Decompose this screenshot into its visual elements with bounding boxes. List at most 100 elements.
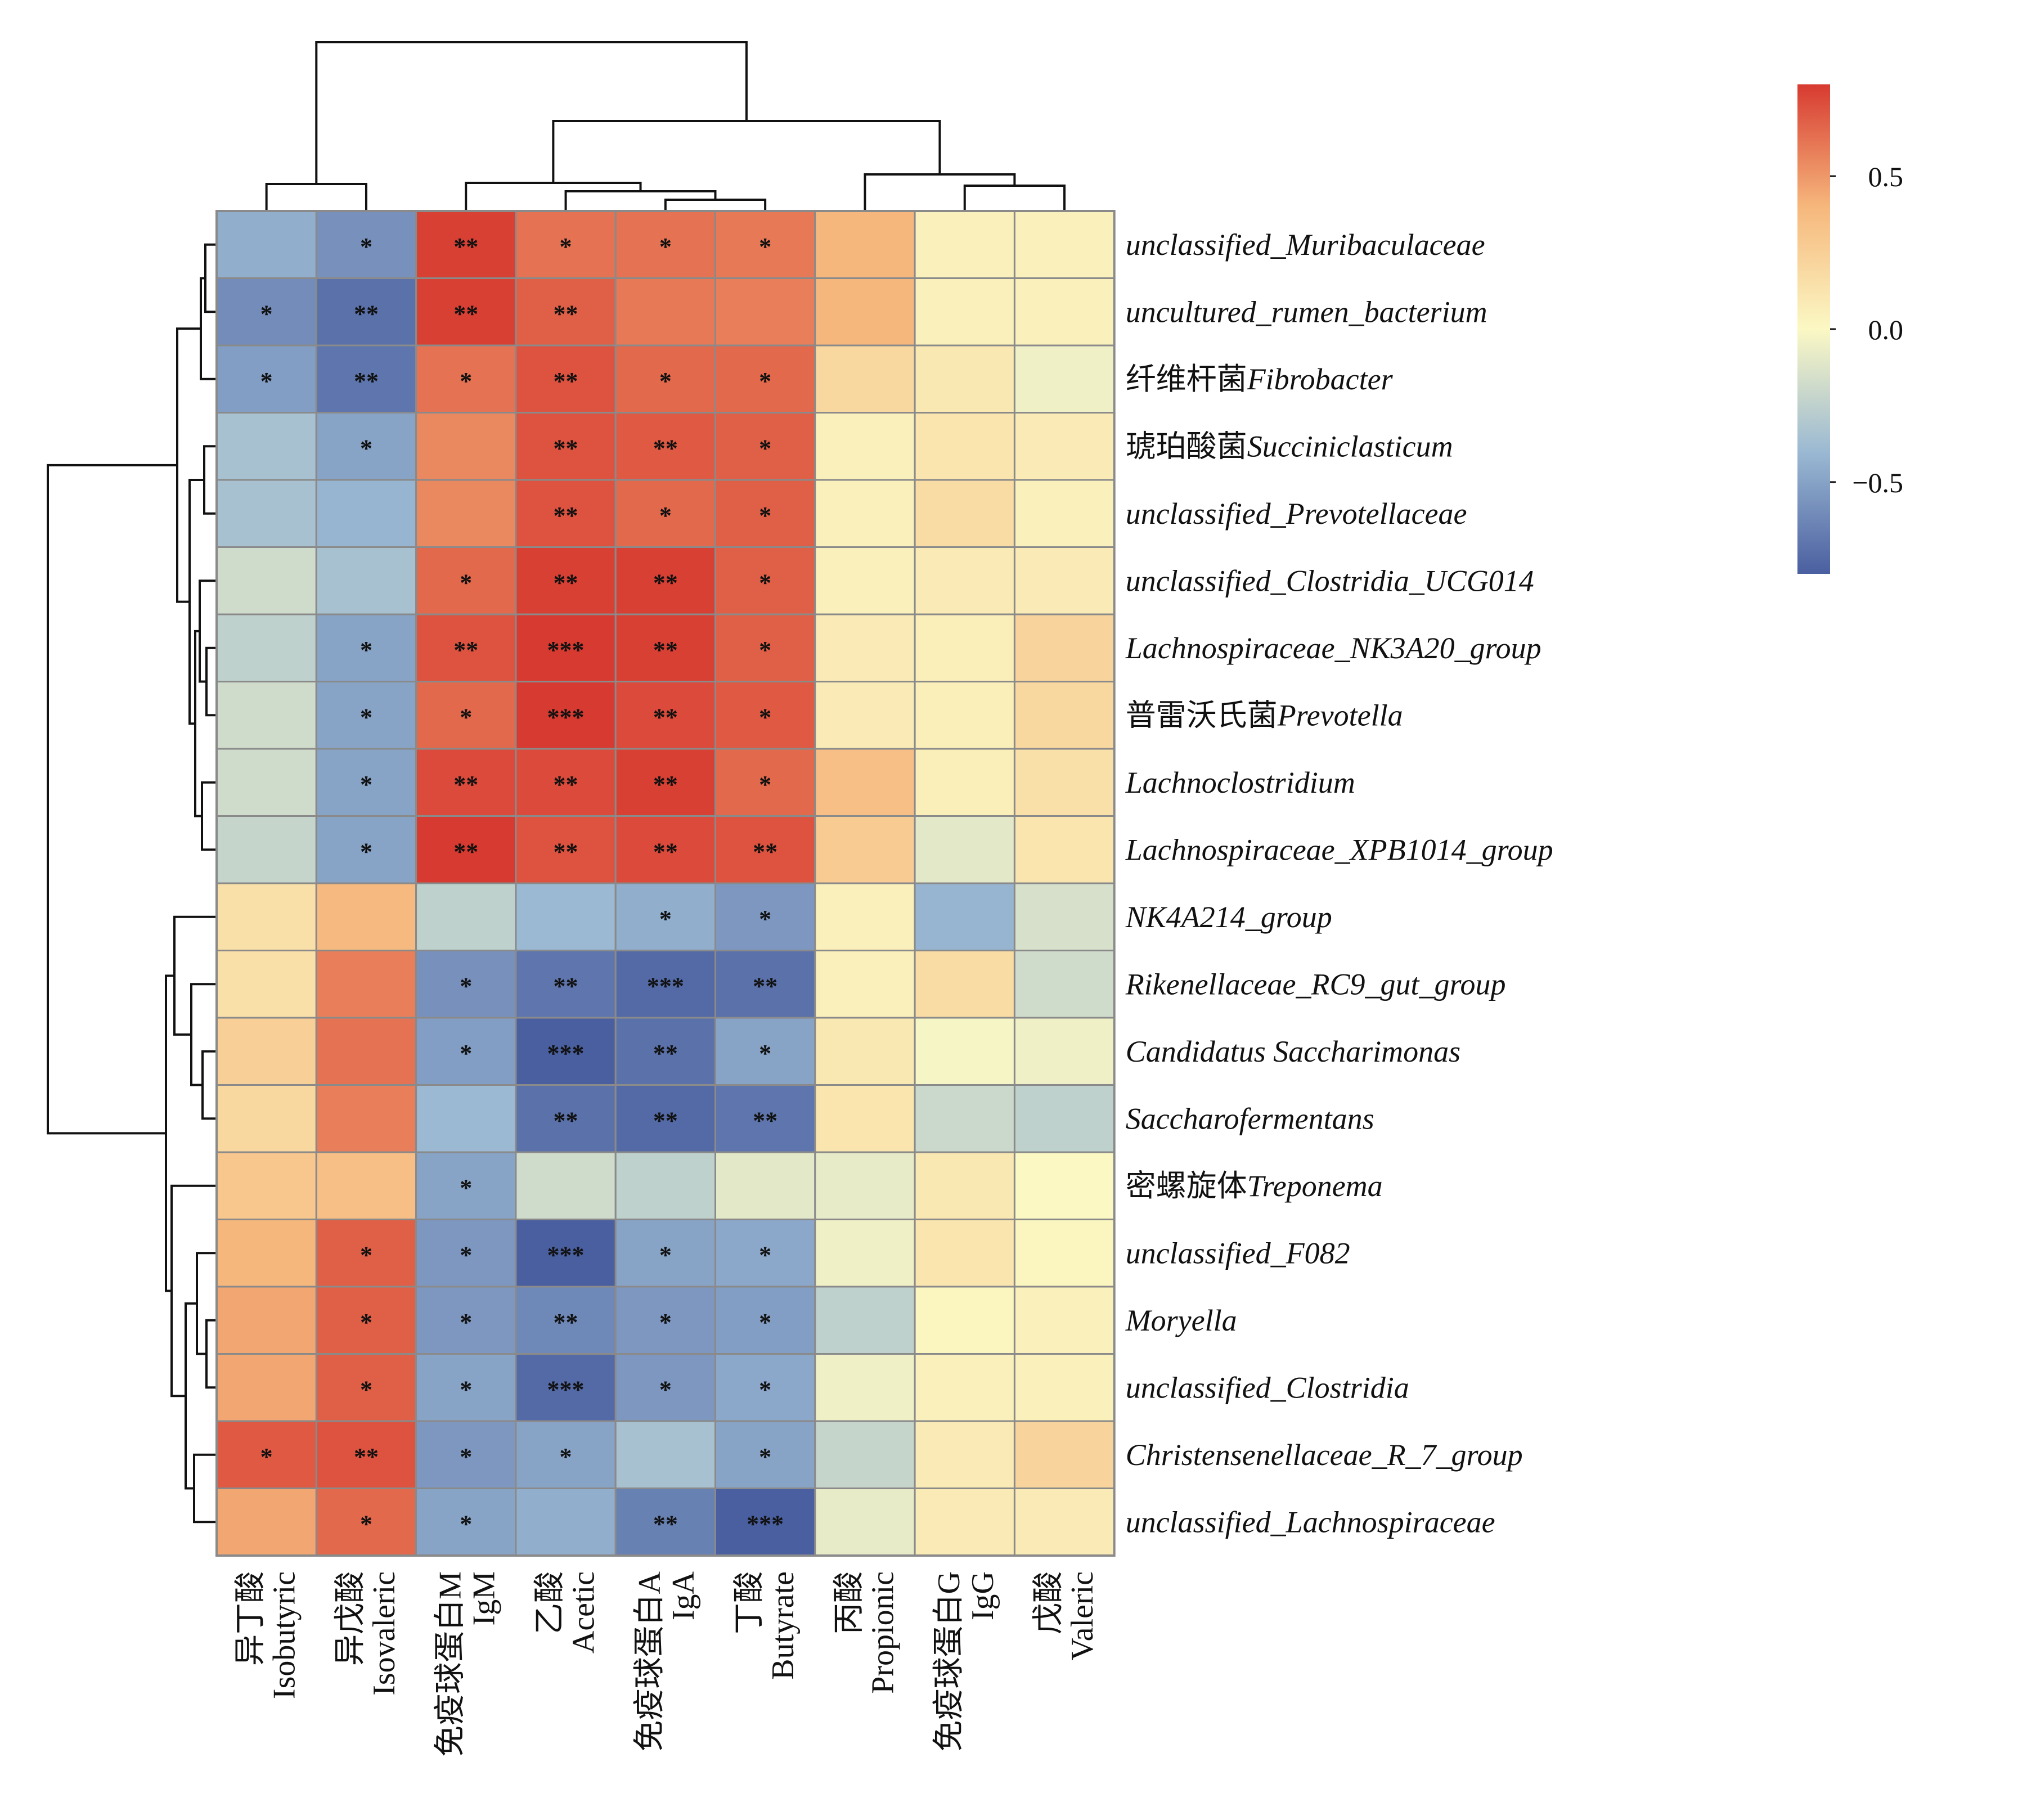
dendrogram-branch: [170, 1184, 217, 1397]
dendrogram-branch: [664, 199, 767, 211]
significance-star: *: [360, 1309, 372, 1336]
dendrogram-branch: [47, 464, 177, 1135]
dendrogram-branch: [173, 915, 217, 1036]
heatmap-cell: [814, 344, 916, 414]
row-label: Saccharofermentans: [1126, 1102, 1374, 1135]
significance-star: **: [554, 300, 578, 327]
dendrogram-branch: [205, 1319, 217, 1389]
significance-star: *: [659, 367, 672, 395]
heatmap-cell: [215, 1488, 317, 1557]
significance-star: ***: [547, 636, 585, 664]
heatmap-cell: [714, 1219, 816, 1288]
heatmap-cell: [614, 882, 716, 951]
row-label: 密螺旋体Treponema: [1126, 1169, 1383, 1203]
significance-star: **: [653, 636, 678, 664]
significance-star: **: [653, 703, 678, 731]
heatmap-cell: [1013, 1017, 1116, 1086]
significance-star: **: [753, 1107, 777, 1134]
row-label: uncultured_rumen_bacterium: [1126, 295, 1487, 329]
heatmap-cell: [914, 882, 1015, 951]
dendrogram-branch: [193, 1453, 217, 1524]
significance-star: *: [360, 434, 372, 462]
heatmap-cell: [614, 1286, 716, 1355]
column-label-zh: 免疫球蛋白G: [932, 1571, 967, 1751]
heatmap-cell: [215, 1219, 317, 1288]
significance-star: **: [453, 636, 478, 664]
significance-star: *: [360, 838, 372, 865]
heatmap-cell: [1013, 479, 1116, 548]
heatmap-cells: [215, 210, 1116, 1557]
heatmap-cell: [515, 479, 617, 548]
column-label-en: IgG: [965, 1571, 1000, 1620]
column-label-en: IgM: [466, 1571, 501, 1625]
heatmap-cell: [814, 546, 916, 615]
heatmap-cell: [914, 1084, 1015, 1153]
dendrogram-branch: [265, 183, 367, 211]
significance-star: **: [453, 233, 478, 260]
significance-star: *: [360, 771, 372, 798]
heatmap-cell: [315, 1017, 417, 1086]
significance-star: *: [759, 1376, 771, 1403]
significance-star: **: [453, 771, 478, 798]
heatmap-cell: [315, 613, 417, 682]
heatmap-cell: [415, 1017, 517, 1086]
row-label: Lachnoclostridium: [1125, 766, 1355, 799]
heatmap-cell: [415, 748, 517, 817]
column-label-zh: 戊酸: [1031, 1571, 1066, 1634]
heatmap-cell: [215, 412, 317, 481]
heatmap-cell: [914, 210, 1015, 279]
column-label-zh: 丁酸: [732, 1571, 767, 1634]
heatmap-cell: [1013, 1353, 1116, 1422]
heatmap-cell: [1013, 344, 1116, 414]
significance-star: *: [360, 1510, 372, 1538]
heatmap-cell: [914, 748, 1015, 817]
colorbar-tick-label: 0.5: [1868, 161, 1904, 192]
significance-star: *: [759, 1040, 771, 1067]
dendrogram-branch: [204, 243, 217, 313]
significance-star: **: [653, 569, 678, 596]
heatmap-cell: [1013, 950, 1116, 1019]
heatmap-cell: [215, 681, 317, 750]
significance-star: *: [759, 771, 771, 798]
heatmap-cell: [814, 412, 916, 481]
heatmap-cell: [215, 1084, 317, 1153]
significance-star: **: [554, 1107, 578, 1134]
heatmap-cell: [614, 815, 716, 884]
significance-star: **: [554, 838, 578, 865]
significance-star: *: [360, 1241, 372, 1269]
heatmap-cell: [614, 681, 716, 750]
heatmap-cell: [515, 882, 617, 951]
heatmap-cell: [914, 1286, 1015, 1355]
heatmap-cell: [814, 1420, 916, 1489]
significance-star: *: [460, 1443, 472, 1471]
heatmap-cell: [814, 815, 916, 884]
significance-star: *: [460, 972, 472, 1000]
heatmap-cell: [814, 479, 916, 548]
heatmap-cell: [914, 1017, 1015, 1086]
heatmap-cell: [814, 613, 916, 682]
heatmap-cell: [1013, 210, 1116, 279]
heatmap-cell: [215, 1017, 317, 1086]
dendrogram-branch: [864, 173, 1016, 211]
heatmap-cell: [1013, 1420, 1116, 1489]
heatmap-cell: [215, 210, 317, 279]
heatmap-cell: [515, 681, 617, 750]
heatmap-cell: [315, 1084, 417, 1153]
significance-star: *: [659, 502, 672, 529]
heatmap-cell: [515, 412, 617, 481]
column-label-en: Isovaleric: [367, 1571, 402, 1696]
heatmap-cell: [914, 344, 1015, 414]
row-label: unclassified_Prevotellaceae: [1126, 497, 1467, 531]
significance-star: *: [460, 1174, 472, 1202]
heatmap-cell: [315, 210, 417, 279]
significance-star: *: [759, 233, 771, 260]
significance-star: *: [759, 502, 771, 529]
heatmap-cell: [415, 950, 517, 1019]
significance-star: *: [460, 569, 472, 596]
column-dendrogram: [265, 41, 1066, 211]
significance-star: *: [460, 703, 472, 731]
row-label: Lachnospiraceae_NK3A20_group: [1125, 631, 1541, 665]
heatmap-cell: [714, 882, 816, 951]
